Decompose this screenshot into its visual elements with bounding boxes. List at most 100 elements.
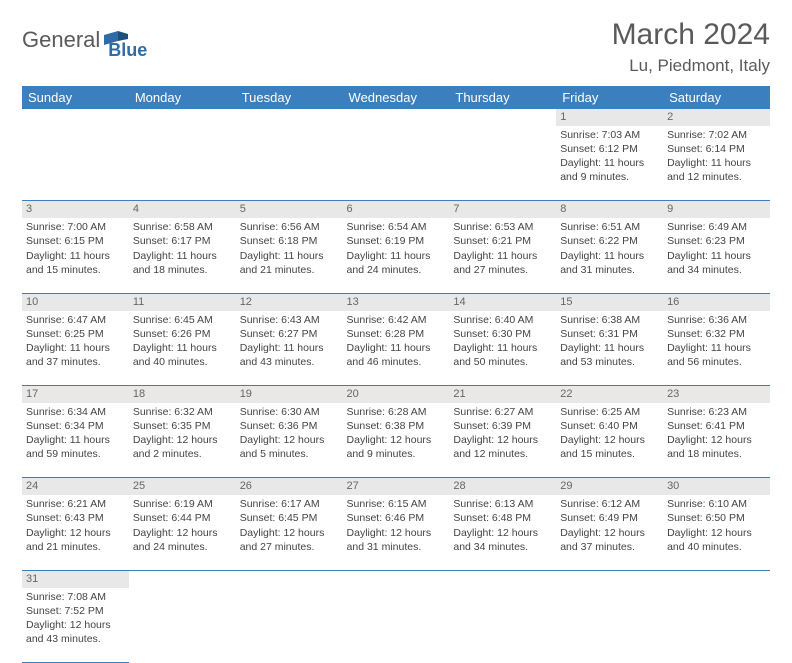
day-cell: Sunrise: 6:27 AMSunset: 6:39 PMDaylight:…: [449, 403, 556, 478]
day-cell: [22, 126, 129, 201]
daynum-row: 31: [22, 570, 770, 587]
day-header: Thursday: [449, 86, 556, 109]
day-cell: [236, 588, 343, 663]
sunrise-text: Sunrise: 6:23 AM: [667, 405, 766, 419]
month-title: March 2024: [612, 18, 770, 52]
day-number: [343, 570, 450, 587]
daynum-row: 3456789: [22, 201, 770, 218]
day-cell: Sunrise: 7:03 AMSunset: 6:12 PMDaylight:…: [556, 126, 663, 201]
day-cell: Sunrise: 6:19 AMSunset: 6:44 PMDaylight:…: [129, 495, 236, 570]
sunset-text: Sunset: 6:23 PM: [667, 234, 766, 248]
day-number: [556, 570, 663, 587]
sunset-text: Sunset: 6:14 PM: [667, 142, 766, 156]
sunrise-text: Sunrise: 6:53 AM: [453, 220, 552, 234]
day-cell: Sunrise: 6:28 AMSunset: 6:38 PMDaylight:…: [343, 403, 450, 478]
daylight-text: Daylight: 12 hours and 27 minutes.: [240, 526, 339, 554]
day-cell: Sunrise: 6:45 AMSunset: 6:26 PMDaylight:…: [129, 311, 236, 386]
sunset-text: Sunset: 6:22 PM: [560, 234, 659, 248]
detail-row: Sunrise: 6:21 AMSunset: 6:43 PMDaylight:…: [22, 495, 770, 570]
day-header: Saturday: [663, 86, 770, 109]
sunset-text: Sunset: 6:48 PM: [453, 511, 552, 525]
sunset-text: Sunset: 6:15 PM: [26, 234, 125, 248]
day-cell: Sunrise: 7:00 AMSunset: 6:15 PMDaylight:…: [22, 218, 129, 293]
day-number: 28: [449, 478, 556, 495]
daynum-row: 17181920212223: [22, 386, 770, 403]
sunset-text: Sunset: 6:35 PM: [133, 419, 232, 433]
sunset-text: Sunset: 6:17 PM: [133, 234, 232, 248]
day-number: 30: [663, 478, 770, 495]
day-header: Monday: [129, 86, 236, 109]
daylight-text: Daylight: 11 hours and 59 minutes.: [26, 433, 125, 461]
daylight-text: Daylight: 11 hours and 40 minutes.: [133, 341, 232, 369]
day-cell: Sunrise: 6:23 AMSunset: 6:41 PMDaylight:…: [663, 403, 770, 478]
daylight-text: Daylight: 12 hours and 24 minutes.: [133, 526, 232, 554]
sunrise-text: Sunrise: 6:27 AM: [453, 405, 552, 419]
sunset-text: Sunset: 6:39 PM: [453, 419, 552, 433]
daylight-text: Daylight: 11 hours and 56 minutes.: [667, 341, 766, 369]
day-cell: [129, 126, 236, 201]
day-cell: Sunrise: 6:40 AMSunset: 6:30 PMDaylight:…: [449, 311, 556, 386]
sunrise-text: Sunrise: 6:17 AM: [240, 497, 339, 511]
sunset-text: Sunset: 6:36 PM: [240, 419, 339, 433]
sunrise-text: Sunrise: 6:28 AM: [347, 405, 446, 419]
day-number: [236, 570, 343, 587]
sunset-text: Sunset: 7:52 PM: [26, 604, 125, 618]
day-number: 11: [129, 293, 236, 310]
daylight-text: Daylight: 11 hours and 43 minutes.: [240, 341, 339, 369]
day-cell: Sunrise: 6:21 AMSunset: 6:43 PMDaylight:…: [22, 495, 129, 570]
sunrise-text: Sunrise: 6:25 AM: [560, 405, 659, 419]
daylight-text: Daylight: 12 hours and 21 minutes.: [26, 526, 125, 554]
day-cell: Sunrise: 6:32 AMSunset: 6:35 PMDaylight:…: [129, 403, 236, 478]
day-header-row: SundayMondayTuesdayWednesdayThursdayFrid…: [22, 86, 770, 109]
detail-row: Sunrise: 7:00 AMSunset: 6:15 PMDaylight:…: [22, 218, 770, 293]
day-number: [22, 109, 129, 126]
sunrise-text: Sunrise: 6:56 AM: [240, 220, 339, 234]
day-cell: Sunrise: 6:13 AMSunset: 6:48 PMDaylight:…: [449, 495, 556, 570]
sunrise-text: Sunrise: 6:51 AM: [560, 220, 659, 234]
sunset-text: Sunset: 6:43 PM: [26, 511, 125, 525]
logo-trailing: Blue: [108, 40, 147, 61]
sunrise-text: Sunrise: 6:45 AM: [133, 313, 232, 327]
day-cell: Sunrise: 6:34 AMSunset: 6:34 PMDaylight:…: [22, 403, 129, 478]
daylight-text: Daylight: 11 hours and 50 minutes.: [453, 341, 552, 369]
day-number: 29: [556, 478, 663, 495]
daylight-text: Daylight: 11 hours and 53 minutes.: [560, 341, 659, 369]
sunset-text: Sunset: 6:32 PM: [667, 327, 766, 341]
day-cell: Sunrise: 6:10 AMSunset: 6:50 PMDaylight:…: [663, 495, 770, 570]
day-number: 10: [22, 293, 129, 310]
day-number: 25: [129, 478, 236, 495]
sunset-text: Sunset: 6:12 PM: [560, 142, 659, 156]
sunset-text: Sunset: 6:30 PM: [453, 327, 552, 341]
day-cell: Sunrise: 6:56 AMSunset: 6:18 PMDaylight:…: [236, 218, 343, 293]
logo-leading: General: [22, 27, 100, 53]
calendar-table: SundayMondayTuesdayWednesdayThursdayFrid…: [22, 86, 770, 663]
detail-row: Sunrise: 7:03 AMSunset: 6:12 PMDaylight:…: [22, 126, 770, 201]
sunrise-text: Sunrise: 6:32 AM: [133, 405, 232, 419]
daylight-text: Daylight: 11 hours and 34 minutes.: [667, 249, 766, 277]
day-number: [129, 109, 236, 126]
day-cell: Sunrise: 6:12 AMSunset: 6:49 PMDaylight:…: [556, 495, 663, 570]
daylight-text: Daylight: 12 hours and 31 minutes.: [347, 526, 446, 554]
day-number: 20: [343, 386, 450, 403]
day-cell: Sunrise: 6:30 AMSunset: 6:36 PMDaylight:…: [236, 403, 343, 478]
sunrise-text: Sunrise: 6:54 AM: [347, 220, 446, 234]
daylight-text: Daylight: 12 hours and 40 minutes.: [667, 526, 766, 554]
daylight-text: Daylight: 12 hours and 15 minutes.: [560, 433, 659, 461]
day-cell: Sunrise: 6:25 AMSunset: 6:40 PMDaylight:…: [556, 403, 663, 478]
day-number: 27: [343, 478, 450, 495]
daylight-text: Daylight: 12 hours and 9 minutes.: [347, 433, 446, 461]
day-cell: [343, 126, 450, 201]
day-number: 1: [556, 109, 663, 126]
day-number: 5: [236, 201, 343, 218]
sunrise-text: Sunrise: 6:15 AM: [347, 497, 446, 511]
day-cell: Sunrise: 7:08 AMSunset: 7:52 PMDaylight:…: [22, 588, 129, 663]
sunrise-text: Sunrise: 6:58 AM: [133, 220, 232, 234]
day-number: 9: [663, 201, 770, 218]
daylight-text: Daylight: 11 hours and 37 minutes.: [26, 341, 125, 369]
day-cell: [663, 588, 770, 663]
day-number: 13: [343, 293, 450, 310]
sunrise-text: Sunrise: 6:43 AM: [240, 313, 339, 327]
sunset-text: Sunset: 6:21 PM: [453, 234, 552, 248]
day-cell: [236, 126, 343, 201]
sunrise-text: Sunrise: 6:38 AM: [560, 313, 659, 327]
